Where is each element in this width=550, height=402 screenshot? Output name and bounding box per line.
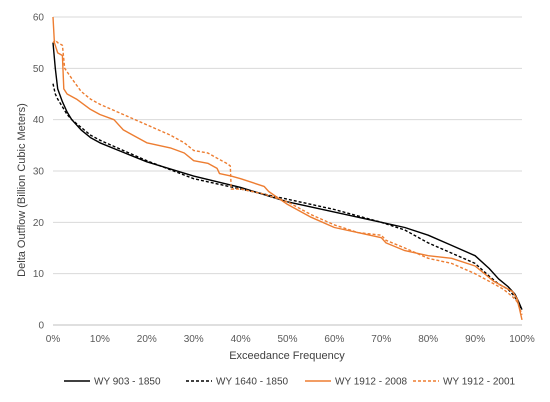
x-tick-label: 50% [277,334,297,345]
x-tick-label: 100% [509,334,535,345]
x-tick-label: 70% [371,334,391,345]
legend-label: WY 1640 - 1850 [216,377,289,388]
y-tick-label: 30 [33,167,45,178]
x-tick-label: 90% [465,334,485,345]
y-tick-labels: 0 10 20 30 40 50 60 [33,13,45,332]
x-tick-label: 40% [231,334,251,345]
series-line-wy-903-1850 [52,42,523,310]
y-tick-label: 10 [33,269,45,280]
x-tick-labels: 0% 10% 20% 30% 40% 50% 60% 70% 80% 90% 100% [46,334,535,345]
x-axis-title: Exceedance Frequency [229,350,345,362]
x-tick-label: 0% [46,334,61,345]
y-tick-label: 50 [33,64,45,75]
x-tick-label: 80% [418,334,438,345]
x-tick-label: 10% [90,334,110,345]
y-tick-label: 20 [33,218,45,229]
gridlines [53,16,522,275]
y-tick-label: 60 [33,13,45,24]
series-lines [52,16,523,321]
x-tick-label: 60% [324,334,344,345]
legend-label: WY 1912 - 2008 [335,377,408,388]
series-line-wy-1912-2001 [52,39,523,315]
y-tick-label: 40 [33,115,45,126]
legend-label: WY 903 - 1850 [94,377,161,388]
x-tick-label: 20% [137,334,157,345]
legend-label: WY 1912 - 2001 [443,377,516,388]
legend: WY 903 - 1850 WY 1640 - 1850 WY 1912 - 200… [64,377,516,388]
y-tick-label: 0 [38,321,44,332]
y-axis-title: Delta Outflow (Billion Cubic Meters) [16,103,28,277]
x-tick-label: 30% [184,334,204,345]
